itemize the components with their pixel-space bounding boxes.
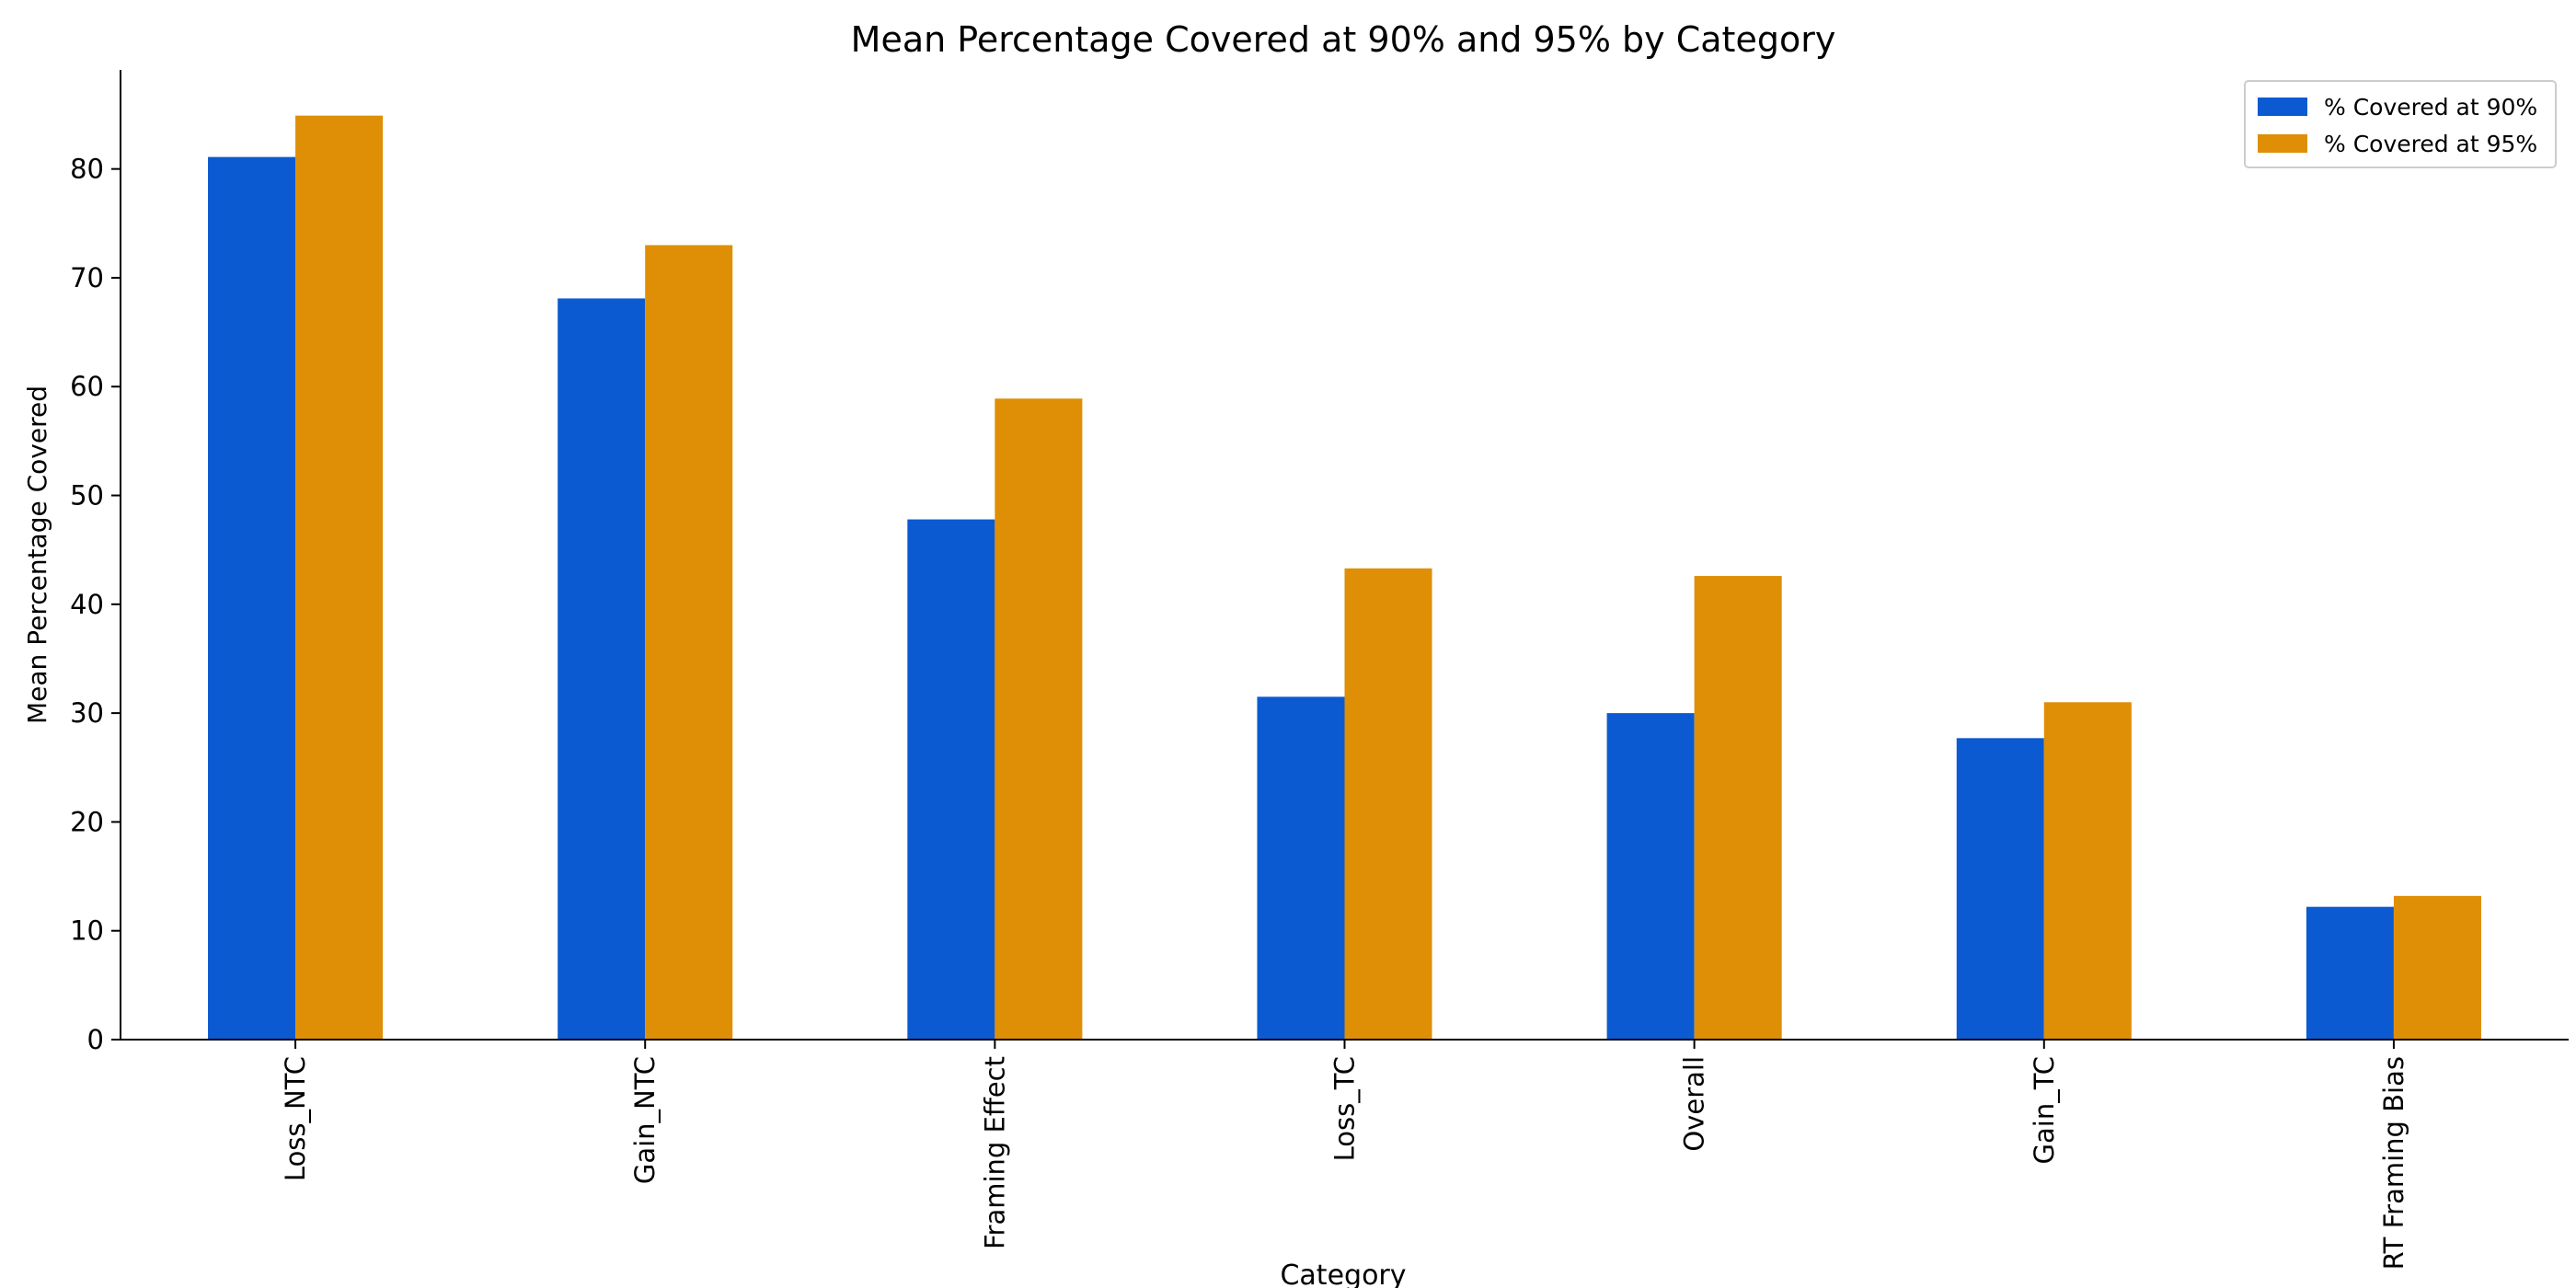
bar [558,298,646,1041]
y-tick-label: 60 [70,371,104,402]
legend-swatch [2258,98,2307,116]
x-tick-label: Loss_NTC [280,1056,311,1181]
y-tick-label: 40 [70,589,104,620]
y-tick-label: 30 [70,697,104,729]
x-tick-label: Gain_TC [2029,1056,2060,1164]
bar [1257,696,1345,1040]
bar [2393,895,2481,1040]
chart-title: Mean Percentage Covered at 90% and 95% b… [851,19,1836,60]
legend-box [2244,80,2557,168]
x-axis-label: Category [1280,1259,1406,1288]
y-tick-label: 70 [70,262,104,293]
y-tick-label: 80 [70,154,104,185]
bar [2306,906,2394,1040]
bar [1956,738,2044,1040]
y-tick-label: 10 [70,915,104,947]
x-tick-label: Overall [1679,1056,1710,1152]
y-axis-label: Mean Percentage Covered [22,385,52,724]
x-tick-label: Gain_NTC [629,1056,661,1184]
bar [295,115,384,1041]
legend-swatch [2258,134,2307,153]
x-tick-label: Loss_TC [1329,1056,1361,1161]
bar [907,519,995,1040]
x-tick-label: RT Framing Bias [2378,1056,2409,1270]
y-tick-label: 50 [70,480,104,512]
bar [208,156,296,1040]
bar [995,398,1083,1040]
y-tick-label: 0 [87,1024,104,1055]
x-tick-label: Framing Effect [979,1056,1010,1249]
legend-label: % Covered at 90% [2324,94,2537,121]
bar [1606,713,1695,1040]
bar [1694,576,1782,1040]
legend-label: % Covered at 95% [2324,131,2537,157]
bar [645,245,733,1040]
bar [1344,568,1432,1040]
y-tick-label: 20 [70,806,104,837]
bar [2043,702,2132,1040]
